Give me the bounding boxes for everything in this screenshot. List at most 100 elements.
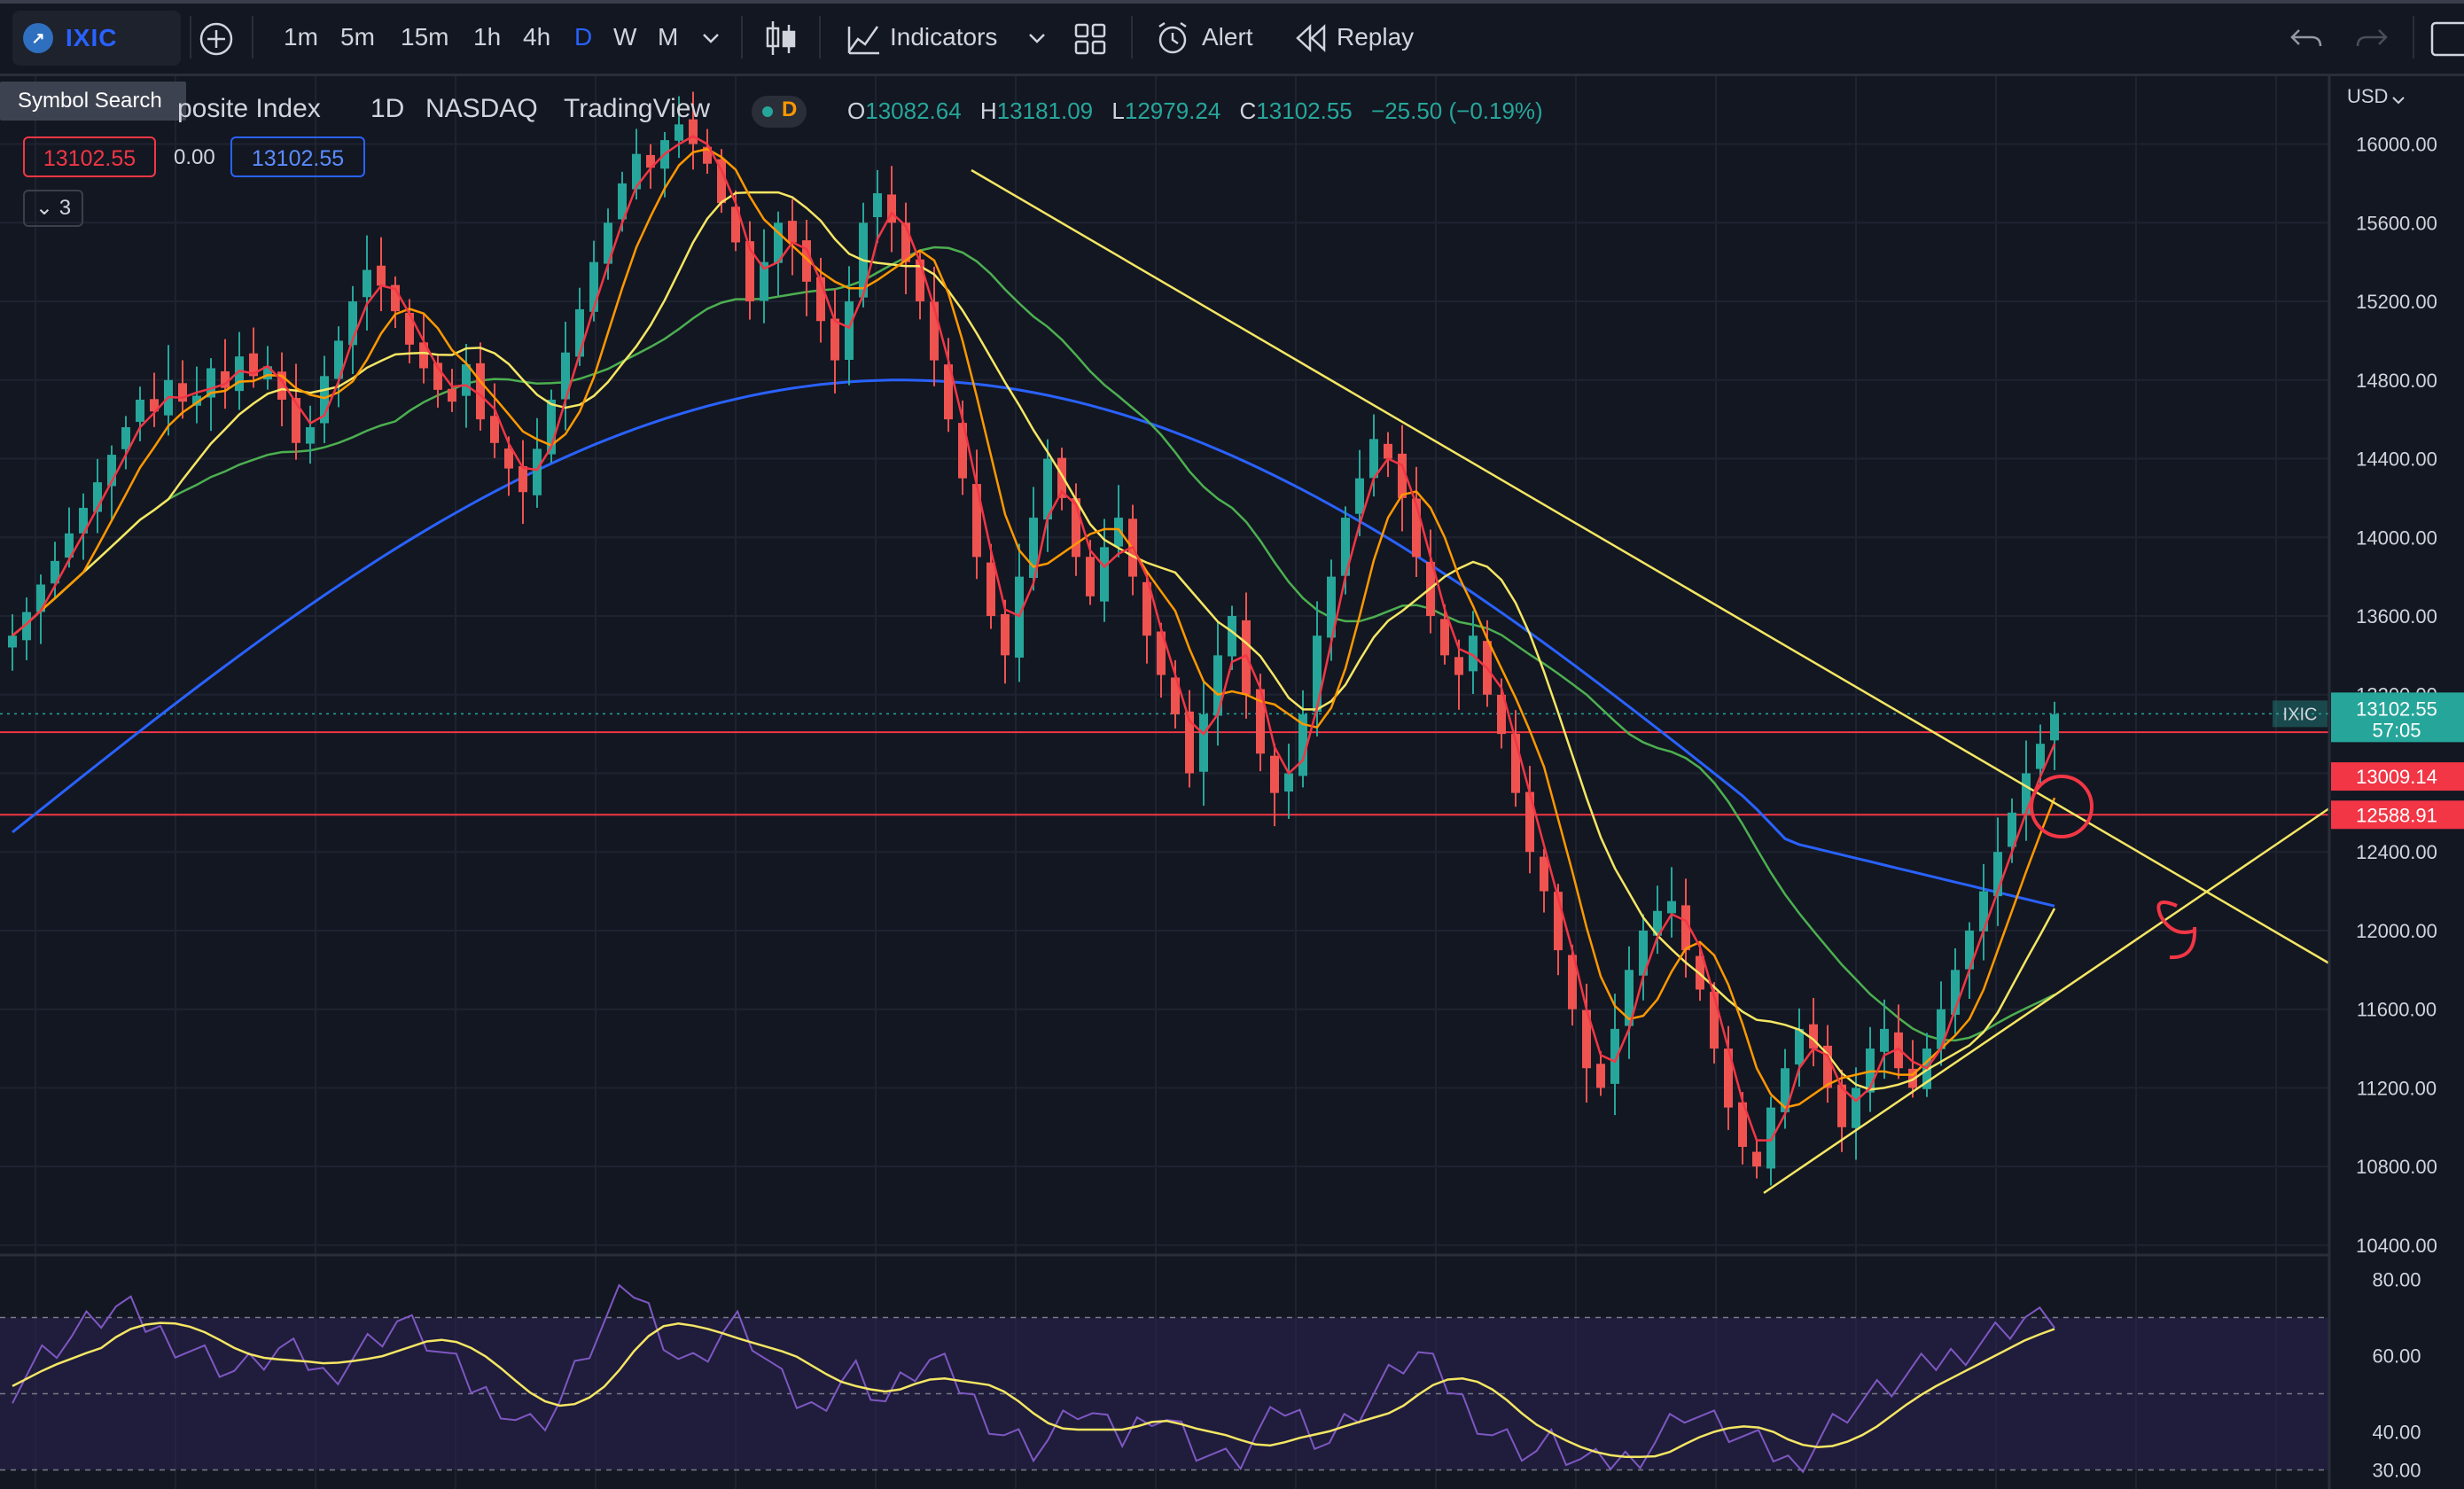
sell-price-box[interactable]: 13102.55 <box>23 136 156 177</box>
market-status-label: D <box>782 97 798 121</box>
ma-20-line[interactable] <box>12 191 2056 1091</box>
candle-body <box>1369 439 1378 479</box>
interval-1h[interactable]: 1h <box>473 23 502 51</box>
low-value: 12979.24 <box>1124 97 1221 124</box>
toolbar-divider <box>819 16 821 58</box>
candle-body <box>51 560 59 584</box>
interval-1m[interactable]: 1m <box>284 23 318 51</box>
candle-body <box>1228 615 1236 657</box>
candle-body <box>519 465 527 493</box>
candle-body <box>703 146 712 164</box>
candle-body <box>1086 557 1095 596</box>
candle-body <box>1880 1028 1889 1052</box>
candle-body <box>901 222 910 262</box>
candle-body <box>1298 713 1307 776</box>
candle-body <box>575 308 584 357</box>
last-price-tag <box>2331 692 2464 743</box>
redo-icon[interactable] <box>2354 23 2390 53</box>
rewind-icon[interactable] <box>1294 23 1329 53</box>
candle-body <box>178 383 187 402</box>
candle-body <box>150 399 159 412</box>
rsi-level-lines <box>0 1316 2329 1471</box>
candle-body <box>1752 1151 1761 1167</box>
interval-w[interactable]: W <box>613 23 637 51</box>
alert-button[interactable]: Alert <box>1202 23 1253 51</box>
candle-body <box>1355 478 1364 514</box>
currency-selector[interactable]: USD <box>2347 85 2388 107</box>
candle-body <box>1724 1049 1733 1108</box>
candle-body <box>802 240 811 282</box>
candle-body <box>2036 744 2045 769</box>
candles-chart-type-icon[interactable] <box>762 18 798 58</box>
price-tick-label: 13600.00 <box>2356 605 2437 628</box>
ascending-trendline[interactable] <box>1763 807 2330 1195</box>
open-value: 13082.64 <box>865 97 962 124</box>
candle-body <box>1256 689 1265 754</box>
undo-icon[interactable] <box>2289 23 2324 53</box>
candle-body <box>887 194 896 223</box>
rsi-axis[interactable]: 80.00 60.00 40.00 30.00 <box>2372 1269 2421 1482</box>
change-value: −25.50 (−0.19%) <box>1371 97 1543 124</box>
alarm-clock-icon[interactable] <box>1154 19 1191 57</box>
candle-body <box>1384 443 1392 459</box>
interval-15m[interactable]: 15m <box>401 23 449 51</box>
candle-body <box>774 222 783 263</box>
ma-200-line[interactable] <box>12 378 2055 908</box>
candle-body <box>504 448 513 469</box>
rsi-ma-line[interactable] <box>12 1321 2055 1459</box>
candle-body <box>377 265 386 286</box>
candle-body <box>249 353 258 377</box>
descending-trendline[interactable] <box>971 168 2330 965</box>
price-tick-label: 15200.00 <box>2356 291 2437 313</box>
interval-4h[interactable]: 4h <box>523 23 551 51</box>
market-status-badge[interactable]: D <box>752 96 807 128</box>
indicators-icon[interactable] <box>846 19 883 57</box>
candle-body <box>944 364 953 420</box>
candle-body <box>277 371 286 400</box>
last-symbol-tag <box>2273 700 2328 728</box>
candle-body <box>1412 498 1421 557</box>
bar-countdown: 57:05 <box>2372 719 2421 741</box>
breakout-circle-annotation[interactable] <box>2030 775 2094 838</box>
interval-5m[interactable]: 5m <box>340 23 375 51</box>
replay-button[interactable]: Replay <box>1337 23 1415 51</box>
price-axis[interactable]: 16000.00 15600.00 15200.00 14800.00 14400.00… <box>2356 134 2437 1257</box>
layouts-grid-icon[interactable] <box>1072 21 1108 57</box>
candle-body <box>845 301 854 360</box>
candle-body <box>1057 457 1066 498</box>
toolbar-divider <box>741 16 743 58</box>
candle-body <box>1525 791 1534 853</box>
symbol-search-button[interactable]: ↗ IXIC <box>12 11 181 66</box>
compare-add-icon[interactable] <box>199 21 234 57</box>
candle-body <box>816 277 825 322</box>
candle-body <box>958 423 967 479</box>
candle-body <box>1327 576 1336 638</box>
candle-body <box>107 455 116 487</box>
rsi-line[interactable] <box>12 1283 2055 1474</box>
candle-body <box>93 482 102 512</box>
indicators-button[interactable]: Indicators <box>890 23 998 51</box>
interval-m[interactable]: M <box>658 23 679 51</box>
interval-d[interactable]: D <box>574 23 593 51</box>
indicators-collapse-button[interactable]: ⌄ 3 <box>23 190 83 227</box>
symbol-logo-icon: ↗ <box>23 23 53 53</box>
ma-5-line[interactable] <box>12 135 2056 1142</box>
candle-body <box>1440 619 1449 656</box>
level-1-tag <box>2331 762 2464 791</box>
chevron-down-icon[interactable] <box>2392 97 2405 105</box>
window-layout-icon[interactable] <box>2429 19 2464 58</box>
window-top-border <box>0 0 2464 4</box>
chevron-down-icon[interactable] <box>1026 30 1048 48</box>
freehand-annotation[interactable] <box>2156 900 2197 960</box>
ma-10-line[interactable] <box>12 147 2056 1109</box>
candle-body <box>1554 892 1563 951</box>
candle-body <box>476 363 485 420</box>
buy-price-box[interactable]: 13102.55 <box>230 136 365 177</box>
candle-body <box>589 261 598 312</box>
chart-canvas[interactable]: 16000.00 15600.00 15200.00 14800.00 14400.00… <box>0 76 2464 1489</box>
chevron-down-icon[interactable] <box>700 30 721 48</box>
candle-body <box>916 259 924 302</box>
candle-body <box>1185 711 1194 774</box>
ma-50-line[interactable] <box>12 246 2055 1042</box>
price-tick-label: 10800.00 <box>2356 1156 2437 1178</box>
